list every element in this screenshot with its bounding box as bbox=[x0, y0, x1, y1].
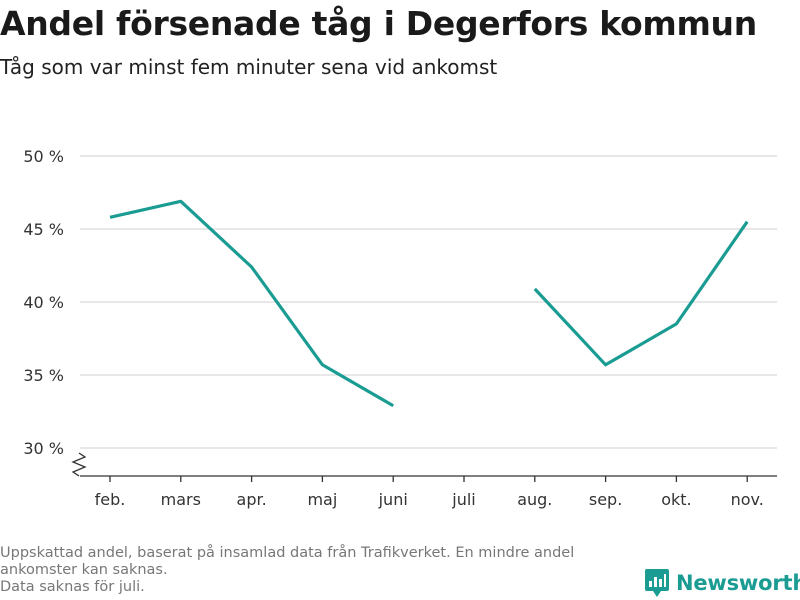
x-tick-label: nov. bbox=[731, 490, 764, 509]
chart-subtitle: Tåg som var minst fem minuter sena vid a… bbox=[0, 55, 498, 79]
x-tick-label: aug. bbox=[517, 490, 552, 509]
x-tick-label: apr. bbox=[237, 490, 267, 509]
newsworthy-logo-icon bbox=[645, 569, 669, 597]
footnote: Uppskattad andel, baserat på insamlad da… bbox=[0, 545, 640, 596]
x-tick-label: okt. bbox=[661, 490, 691, 509]
series-line bbox=[109, 199, 395, 408]
series-line bbox=[533, 220, 749, 367]
axis-break-icon bbox=[71, 452, 87, 477]
brand-name: Newsworthy bbox=[676, 571, 800, 595]
y-axis-ticks: 30 % 35 % 40 % 45 % 50 % bbox=[23, 147, 64, 458]
y-tick-label: 40 % bbox=[23, 293, 64, 312]
newsworthy-logo: Newsworthy bbox=[644, 568, 800, 598]
y-tick-label: 45 % bbox=[23, 220, 64, 239]
chart-title: Andel försenade tåg i Degerfors kommun bbox=[0, 4, 757, 43]
series-lines bbox=[109, 199, 749, 408]
x-tick-label: mars bbox=[161, 490, 201, 509]
y-tick-label: 35 % bbox=[23, 366, 64, 385]
footnote-line: Uppskattad andel, baserat på insamlad da… bbox=[0, 545, 575, 561]
y-tick-label: 30 % bbox=[23, 439, 64, 458]
x-tick-label: juni bbox=[378, 490, 408, 509]
x-tick-label: juli bbox=[451, 490, 475, 509]
line-chart: 30 % 35 % 40 % 45 % 50 % feb. mars apr. maj juni… bbox=[23, 147, 777, 509]
y-tick-label: 50 % bbox=[23, 147, 64, 166]
x-tick-label: maj bbox=[307, 490, 337, 509]
x-tick-label: feb. bbox=[95, 490, 126, 509]
x-axis-ticks: feb. mars apr. maj juni juli aug. sep. okt. nov. bbox=[95, 476, 764, 509]
x-axis bbox=[71, 452, 777, 477]
gridlines bbox=[80, 155, 777, 449]
footnote-line: Data saknas för juli. bbox=[0, 579, 145, 595]
footnote-line: ankomster kan saknas. bbox=[0, 562, 168, 578]
x-tick-label: sep. bbox=[589, 490, 622, 509]
